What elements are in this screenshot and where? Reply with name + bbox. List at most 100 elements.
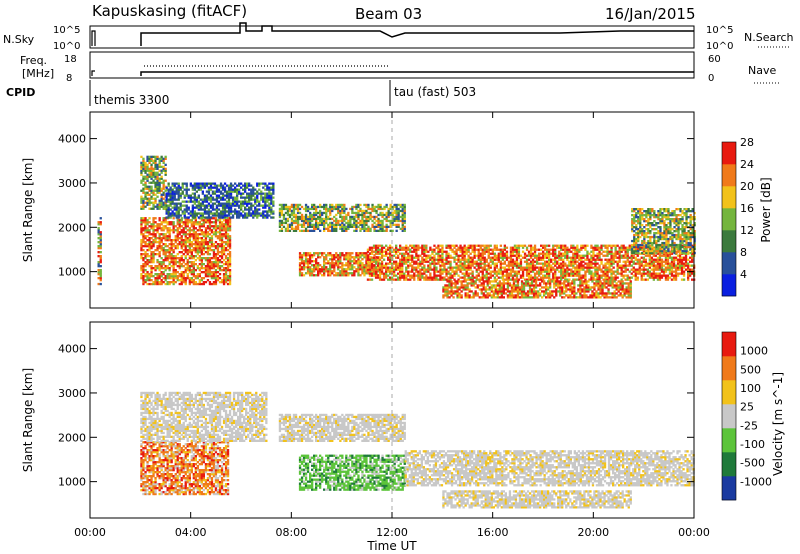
heatmap-cell: [184, 231, 187, 234]
heatmap-cell: [584, 254, 587, 257]
heatmap-cell: [453, 250, 456, 253]
heatmap-cell: [201, 198, 204, 201]
heatmap-cell: [219, 214, 223, 217]
heatmap-cell: [180, 219, 183, 222]
heatmap-cell: [368, 246, 372, 249]
heatmap-cell: [550, 260, 553, 263]
heatmap-cell: [194, 281, 197, 284]
heatmap-cell: [411, 274, 414, 277]
heatmap-cell: [445, 244, 448, 247]
heatmap-cell: [224, 281, 228, 284]
heatmap-cell: [582, 268, 585, 271]
heatmap-cell: [361, 225, 364, 228]
heatmap-cell: [298, 268, 302, 271]
heatmap-cell: [154, 155, 157, 158]
heatmap-cell: [214, 233, 218, 236]
heatmap-cell: [357, 213, 360, 217]
heatmap-cell: [592, 246, 595, 249]
heatmap-cell: [654, 276, 657, 279]
heatmap-cell: [311, 203, 314, 207]
heatmap-cell: [315, 252, 318, 255]
heatmap-cell: [343, 215, 346, 219]
heatmap-cell: [377, 219, 380, 223]
heatmap-cell: [564, 254, 567, 257]
heatmap-cell: [298, 256, 302, 259]
heatmap-cell: [329, 252, 332, 255]
heatmap-cell: [467, 276, 470, 279]
heatmap-cell: [211, 182, 215, 185]
heatmap-cell: [296, 215, 300, 219]
heatmap-cell: [266, 192, 269, 195]
heatmap-cell: [487, 266, 490, 269]
heatmap-cell: [150, 181, 153, 184]
heatmap-cell: [252, 198, 255, 201]
freq-trace-early: [91, 70, 95, 76]
heatmap-cell: [620, 274, 623, 277]
heatmap-cell: [319, 211, 322, 215]
heatmap-cell: [183, 194, 186, 197]
heatmap-cell: [315, 221, 318, 225]
heatmap-cell: [156, 227, 159, 230]
heatmap-cell: [540, 272, 543, 275]
heatmap-cell: [407, 254, 410, 257]
heatmap-cell: [254, 196, 257, 199]
heatmap-cell: [630, 258, 633, 261]
heatmap-cell: [604, 276, 607, 279]
heatmap-cell: [630, 268, 633, 271]
heatmap-cell: [156, 273, 159, 276]
heatmap-cell: [188, 269, 191, 272]
heatmap-cell: [341, 264, 344, 267]
heatmap-cell: [425, 268, 428, 271]
heatmap-cell: [207, 202, 211, 205]
heatmap-cell: [662, 260, 666, 263]
heatmap-cell: [152, 217, 155, 220]
heatmap-cell: [467, 250, 470, 253]
heatmap-cell: [220, 281, 224, 284]
heatmap-cell: [177, 194, 180, 197]
heatmap-cell: [199, 212, 202, 215]
heatmap-cell: [638, 270, 641, 273]
heatmap-cell: [598, 252, 601, 255]
heatmap-cell: [483, 260, 486, 263]
heatmap-cell: [284, 219, 288, 223]
heatmap-cell: [315, 211, 318, 215]
heatmap-cell: [531, 260, 535, 263]
heatmap-cell: [178, 227, 181, 230]
heatmap-cell: [179, 206, 182, 209]
heatmap-cell: [154, 265, 157, 268]
heatmap-cell: [656, 252, 660, 255]
heatmap-cell: [200, 243, 203, 246]
heatmap-cell: [598, 248, 601, 251]
heatmap-cell: [250, 202, 253, 205]
heatmap-cell: [187, 194, 190, 197]
heatmap-cell: [250, 206, 253, 209]
heatmap-cell: [666, 274, 670, 277]
heatmap-cell: [393, 203, 396, 207]
heatmap-cell: [179, 204, 182, 207]
heatmap-cell: [171, 202, 174, 205]
heatmap-cell: [429, 246, 432, 249]
heatmap-cell: [208, 259, 212, 262]
heatmap-cell: [413, 260, 416, 263]
heatmap-cell: [226, 269, 230, 272]
heatmap-cell: [407, 252, 410, 255]
heatmap-cell: [373, 225, 376, 228]
heatmap-cell: [634, 278, 637, 281]
heatmap-cell: [544, 270, 547, 273]
heatmap-cell: [533, 248, 537, 251]
heatmap-cell: [202, 277, 205, 280]
heatmap-cell: [467, 244, 470, 247]
heatmap-cell: [164, 269, 167, 272]
heatmap-cell: [202, 247, 205, 250]
heatmap-cell: [473, 260, 476, 263]
heatmap-cell: [529, 244, 533, 247]
heatmap-cell: [477, 252, 480, 255]
heatmap-cell: [372, 270, 376, 273]
heatmap-cell: [169, 188, 172, 191]
heatmap-cell: [389, 207, 392, 211]
heatmap-cell: [594, 260, 597, 263]
heatmap-cell: [574, 258, 577, 261]
heatmap-cell: [403, 254, 406, 257]
heatmap-cell: [167, 200, 170, 203]
heatmap-cell: [377, 225, 380, 228]
